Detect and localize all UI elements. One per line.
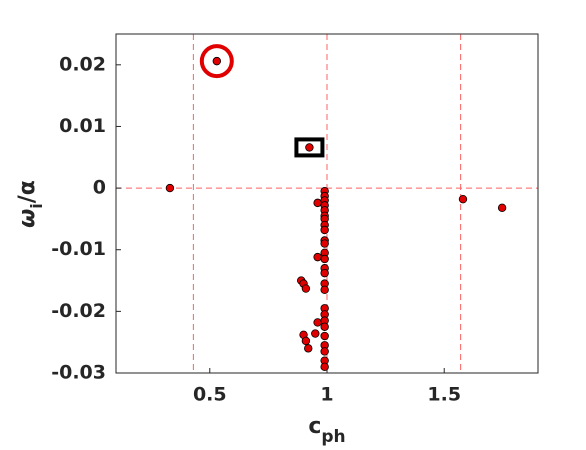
data-point [320, 268, 329, 278]
highlight-box [294, 137, 325, 158]
y-label-main: ω [15, 209, 40, 228]
x-tick-label: 1.5 [427, 384, 461, 406]
x-tick-label: 1 [320, 384, 333, 406]
x-label-sub: ph [321, 427, 345, 447]
y-tick-label: -0.03 [51, 362, 106, 384]
data-point [458, 194, 468, 204]
x-tick-label: 0.5 [193, 384, 227, 406]
data-point [320, 285, 329, 294]
data-point [320, 225, 329, 235]
data-point [320, 254, 329, 264]
data-point [320, 239, 329, 248]
x-label-main: c [308, 414, 321, 439]
data-point [320, 322, 329, 331]
data-point [313, 252, 322, 262]
data-point [497, 203, 507, 213]
x-axis-label: cph [308, 414, 345, 447]
data-point [165, 183, 175, 193]
y-tick-label: 0.01 [59, 115, 106, 137]
y-tick-label: -0.01 [51, 238, 106, 260]
y-label-sub: i [27, 203, 46, 208]
data-point [313, 198, 322, 208]
data-point [301, 284, 311, 293]
y-tick-label: -0.02 [51, 300, 106, 322]
data-point [320, 362, 329, 372]
highlight-circle [199, 44, 234, 79]
data-point [320, 331, 329, 341]
data-point [311, 329, 320, 338]
data-point [301, 336, 311, 346]
y-tick-label: 0 [93, 177, 106, 199]
data-point [305, 143, 314, 152]
y-tick-label: 0.02 [59, 53, 106, 75]
y-axis-label: ωi/α [15, 180, 46, 228]
data-point [304, 344, 313, 353]
data-point [212, 56, 222, 66]
y-label-rest: /α [15, 180, 40, 203]
data-point [320, 347, 329, 356]
data-point [313, 318, 322, 327]
